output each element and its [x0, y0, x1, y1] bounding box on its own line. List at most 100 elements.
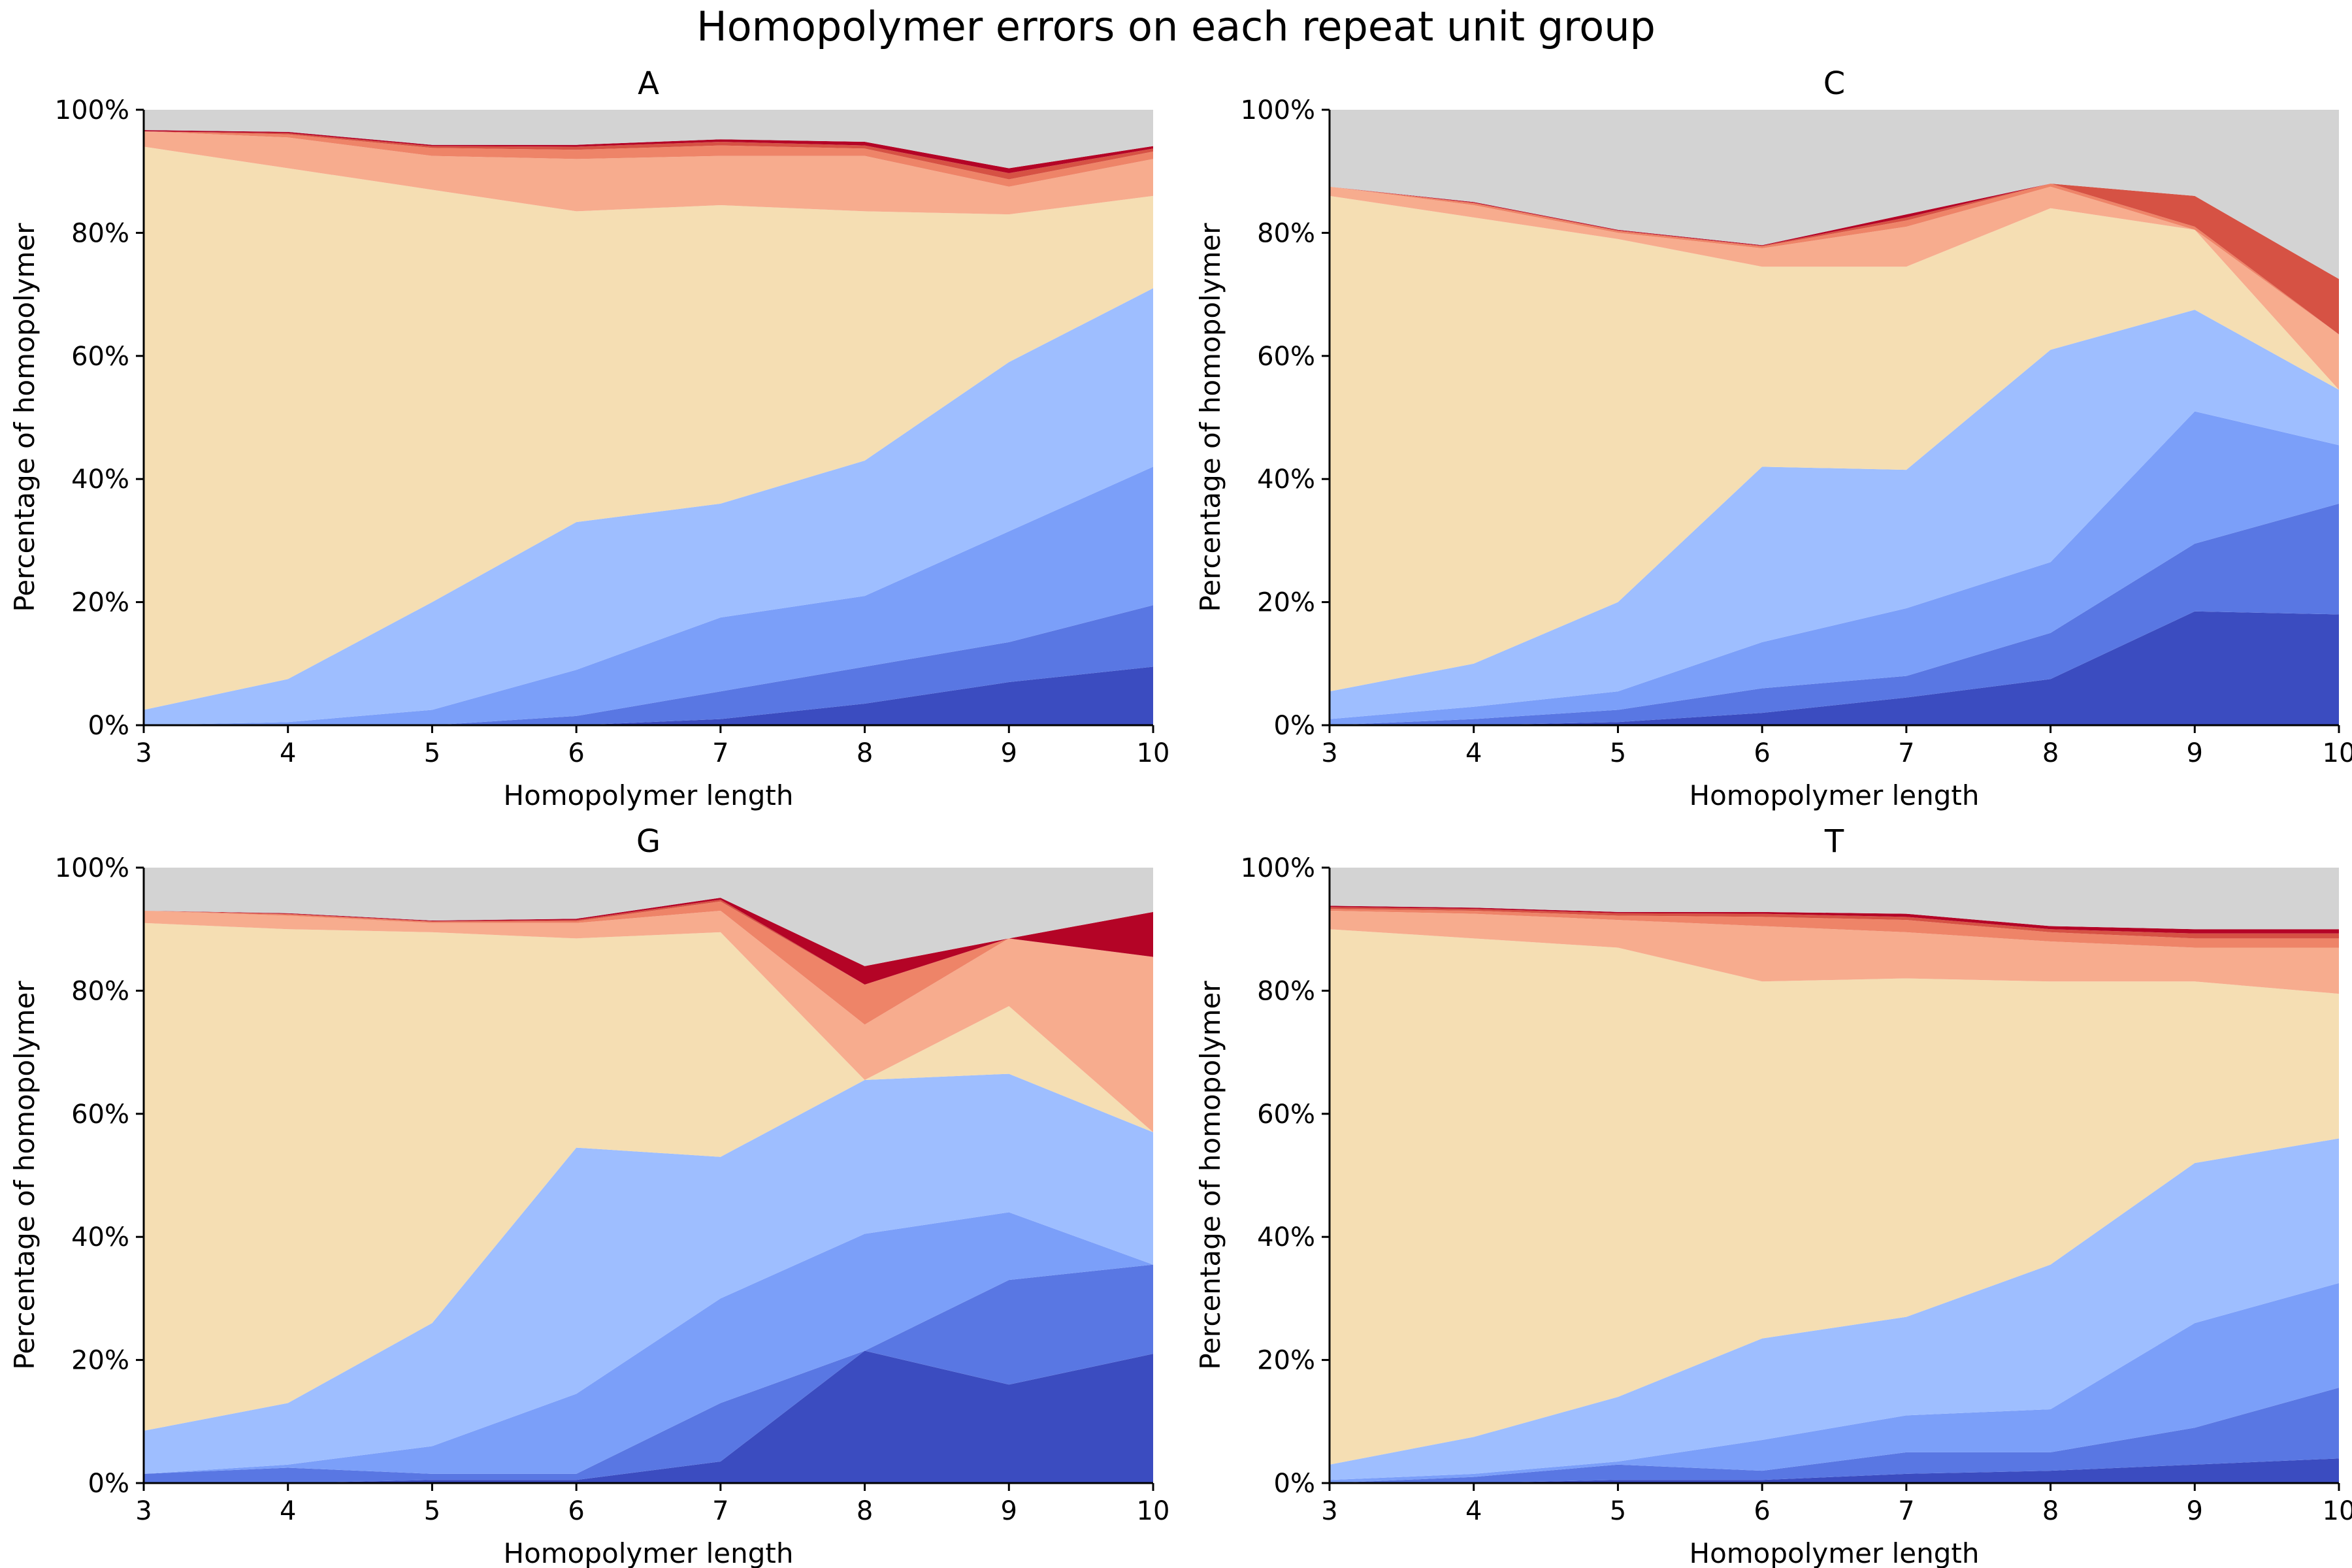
x-tick-label: 4: [1465, 1496, 1482, 1526]
area-series-4: [144, 288, 1153, 725]
x-tick-label: 8: [2042, 1496, 2059, 1526]
area-series-4: [144, 1073, 1153, 1474]
x-tick-label: 3: [1321, 738, 1337, 768]
panel-title: A: [638, 65, 659, 102]
x-tick-label: 7: [712, 1496, 728, 1526]
y-tick-label: 20%: [1257, 588, 1315, 618]
x-tick-label: 8: [857, 738, 873, 768]
x-axis-label: Homopolymer length: [503, 1537, 793, 1568]
y-tick-label: 80%: [1257, 218, 1315, 248]
x-tick-label: 9: [1001, 738, 1017, 768]
x-tick-label: 6: [568, 1496, 584, 1526]
chart-panel-g: 3 4 5 6 7 8 9 100%20%40%60%80%100%Homopolymer l…: [8, 823, 1169, 1568]
x-axis-label: Homopolymer length: [503, 779, 793, 811]
x-tick-label: 6: [1754, 1496, 1770, 1526]
x-tick-label: 4: [280, 738, 296, 768]
area-series-1: [1330, 1458, 2339, 1483]
x-tick-label: 6: [1754, 738, 1770, 768]
y-tick-label: 0%: [1274, 1469, 1315, 1499]
x-tick-label: 10: [1137, 1496, 1170, 1526]
figure-title: Homopolymer errors on each repeat unit g…: [696, 3, 1656, 50]
area-series-7: [1330, 909, 2339, 948]
x-tick-label: 7: [712, 738, 728, 768]
area-series-3: [1330, 1282, 2339, 1483]
panel-title: T: [1824, 823, 1844, 860]
x-tick-label: 4: [1465, 738, 1482, 768]
x-tick-label: 3: [135, 1496, 152, 1526]
area-series-9: [1330, 184, 2339, 280]
area-series-8: [1330, 907, 2339, 939]
y-axis-label: Percentage of homopolymer: [8, 223, 41, 612]
area-series-1: [144, 666, 1153, 725]
y-tick-label: 0%: [88, 711, 129, 741]
x-tick-label: 7: [1898, 1496, 1914, 1526]
y-tick-label: 80%: [71, 976, 129, 1006]
x-tick-label: 5: [1610, 738, 1626, 768]
area-series-2: [144, 605, 1153, 725]
area-series-2: [144, 1264, 1153, 1483]
y-tick-label: 20%: [1257, 1346, 1315, 1376]
x-tick-label: 5: [424, 738, 440, 768]
y-tick-label: 20%: [71, 588, 129, 618]
y-tick-label: 40%: [1257, 465, 1315, 495]
x-tick-label: 9: [1001, 1496, 1017, 1526]
area-series-3: [144, 1212, 1153, 1474]
panel-title: C: [1823, 65, 1846, 102]
area-series-6: [144, 910, 1153, 1133]
area-series-7: [1330, 184, 2339, 335]
area-series-5: [1330, 195, 2339, 692]
x-tick-label: 9: [2187, 738, 2203, 768]
area-series-1: [1330, 611, 2339, 725]
x-tick-label: 8: [857, 1496, 873, 1526]
y-tick-label: 20%: [71, 1346, 129, 1376]
x-tick-label: 7: [1898, 738, 1914, 768]
y-tick-label: 100%: [55, 853, 129, 883]
y-tick-label: 80%: [71, 218, 129, 248]
y-axis-label: Percentage of homopolymer: [8, 981, 41, 1370]
area-series-6: [1330, 910, 2339, 994]
x-tick-label: 3: [135, 738, 152, 768]
x-axis-label: Homopolymer length: [1689, 779, 1979, 811]
panel-title: G: [636, 823, 661, 860]
x-tick-label: 10: [1137, 738, 1170, 768]
x-tick-label: 8: [2042, 738, 2059, 768]
y-tick-label: 80%: [1257, 976, 1315, 1006]
y-tick-label: 40%: [71, 465, 129, 495]
area-series-8: [144, 131, 1153, 180]
area-series-2: [1330, 1387, 2339, 1483]
x-tick-label: 10: [2323, 738, 2352, 768]
area-series-1: [144, 1350, 1153, 1483]
area-series-2: [1330, 503, 2339, 725]
area-series-5: [144, 146, 1153, 710]
y-tick-label: 60%: [1257, 342, 1315, 372]
x-tick-label: 3: [1321, 1496, 1337, 1526]
x-tick-label: 9: [2187, 1496, 2203, 1526]
chart-panel-t: 3 4 5 6 7 8 9 100%20%40%60%80%100%Homopolymer l…: [1194, 823, 2352, 1568]
y-tick-label: 100%: [1241, 95, 1315, 125]
y-tick-label: 40%: [1257, 1222, 1315, 1252]
area-series-7: [144, 901, 1153, 1025]
y-tick-label: 60%: [71, 1100, 129, 1130]
x-tick-label: 5: [1610, 1496, 1626, 1526]
area-series-10: [1330, 110, 2339, 280]
x-tick-label: 10: [2323, 1496, 2352, 1526]
y-tick-label: 100%: [55, 95, 129, 125]
y-tick-label: 60%: [71, 342, 129, 372]
x-tick-label: 6: [568, 738, 584, 768]
chart-panel-a: 3 4 5 6 7 8 9 100%20%40%60%80%100%Homopolymer l…: [8, 65, 1169, 811]
x-tick-label: 5: [424, 1496, 440, 1526]
y-tick-label: 100%: [1241, 853, 1315, 883]
y-tick-label: 0%: [88, 1469, 129, 1499]
y-tick-label: 40%: [71, 1222, 129, 1252]
area-series-9: [144, 898, 1153, 985]
y-axis-label: Percentage of homopolymer: [1194, 223, 1226, 612]
area-series-4: [1330, 310, 2339, 719]
y-tick-label: 60%: [1257, 1100, 1315, 1130]
area-series-10: [1330, 868, 2339, 930]
area-series-4: [1330, 1138, 2339, 1480]
area-series-6: [144, 131, 1153, 215]
area-series-3: [1330, 411, 2339, 725]
area-series-7: [144, 131, 1153, 187]
